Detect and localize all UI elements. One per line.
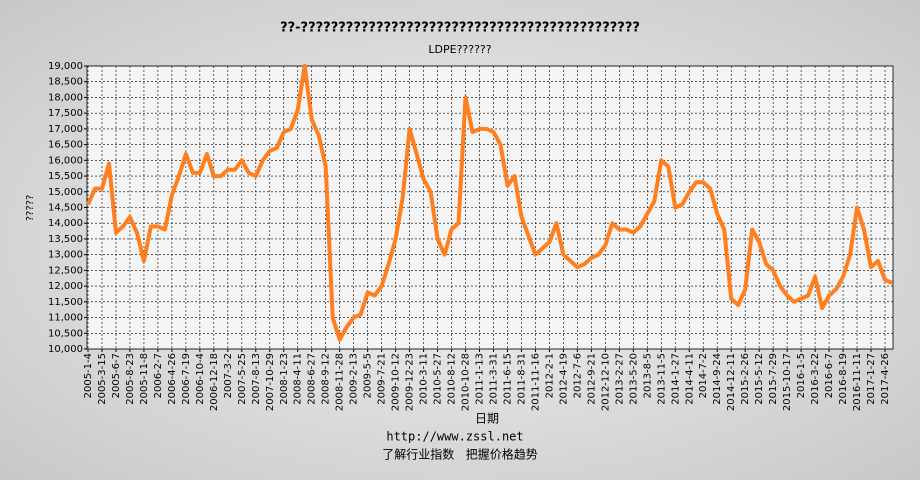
x-tick-label: 2016-1-5: [796, 353, 807, 398]
x-tick-label: 2017-1-27: [866, 353, 877, 405]
x-tick-label: 2011-1-13: [475, 353, 486, 405]
x-tick-label: 2014-1-27: [670, 353, 681, 405]
x-tick-label: 2013-2-27: [614, 353, 625, 405]
x-tick-label: 2016-11-11: [852, 353, 863, 411]
y-tick-label: 16,500: [48, 140, 83, 151]
x-tick-label: 2007-8-13: [251, 353, 262, 405]
x-tick-label: 2005-1-4: [83, 353, 94, 398]
x-tick-label: 2010-8-12: [447, 353, 458, 405]
x-tick-label: 2017-4-26: [880, 353, 891, 405]
x-tick-label: 2008-11-28: [335, 353, 346, 411]
x-tick-label: 2010-5-27: [433, 353, 444, 405]
x-tick-label: 2014-7-2: [698, 353, 709, 398]
x-tick-label: 2005-3-15: [97, 353, 108, 405]
y-tick-label: 18,000: [48, 92, 83, 103]
x-tick-label: 2007-5-25: [237, 353, 248, 405]
y-tick-label: 10,500: [48, 328, 83, 339]
y-tick-label: 14,000: [48, 218, 83, 229]
y-tick-label: 18,500: [48, 77, 83, 88]
chart-title: ??-?????????????????????????????????????…: [280, 21, 640, 36]
y-tick-label: 10,000: [48, 344, 83, 355]
x-tick-label: 2009-5-5: [363, 353, 374, 398]
y-tick-label: 15,000: [48, 187, 83, 198]
chart-subtitle: LDPE??????: [428, 43, 491, 56]
x-tick-label: 2007-3-2: [223, 353, 234, 398]
footer-url: http://www.zssl.net: [386, 430, 523, 444]
x-tick-label: 2007-10-29: [265, 353, 276, 411]
y-tick-label: 12,000: [48, 281, 83, 292]
x-tick-label: 2015-5-12: [754, 353, 765, 405]
x-tick-label: 2006-4-26: [167, 353, 178, 405]
y-tick-label: 17,000: [48, 124, 83, 135]
x-tick-label: 2010-3-11: [419, 353, 430, 405]
x-tick-label: 2011-3-31: [488, 353, 499, 405]
x-tick-label: 2008-4-11: [293, 353, 304, 405]
x-tick-label: 2012-7-6: [572, 353, 583, 398]
x-tick-label: 2006-10-4: [195, 353, 206, 405]
x-tick-label: 2009-2-13: [349, 353, 360, 405]
x-tick-label: 2015-10-17: [782, 353, 793, 411]
y-tick-label: 12,500: [48, 265, 83, 276]
x-tick-label: 2005-11-8: [139, 353, 150, 405]
x-tick-label: 2013-8-5: [642, 353, 653, 398]
x-tick-label: 2008-6-27: [307, 353, 318, 405]
x-tick-label: 2009-12-23: [405, 353, 416, 411]
y-tick-label: 11,500: [48, 297, 83, 308]
x-tick-label: 2012-4-19: [558, 353, 569, 405]
y-tick-label: 17,500: [48, 108, 83, 119]
x-tick-label: 2012-2-1: [544, 353, 555, 398]
x-axis-label: 日期: [475, 412, 499, 426]
x-tick-label: 2006-12-18: [209, 353, 220, 411]
x-tick-label: 2008-1-23: [279, 353, 290, 405]
x-tick-label: 2015-2-26: [740, 353, 751, 405]
y-tick-label: 19,000: [48, 61, 83, 72]
data-line: [86, 64, 893, 342]
x-tick-label: 2014-9-24: [712, 353, 723, 405]
x-tick-label: 2011-11-16: [530, 353, 541, 411]
x-tick-label: 2015-7-29: [768, 353, 779, 405]
x-tick-label: 2005-6-7: [111, 353, 122, 398]
plot-area: [86, 65, 894, 350]
x-tick-label: 2013-5-20: [628, 353, 639, 405]
x-tick-label: 2006-7-19: [181, 353, 192, 405]
x-tick-label: 2013-11-5: [656, 353, 667, 405]
x-tick-label: 2005-8-23: [125, 353, 136, 405]
x-tick-label: 2006-2-7: [153, 353, 164, 398]
x-tick-label: 2012-12-10: [600, 353, 611, 411]
x-tick-label: 2009-7-21: [377, 353, 388, 405]
x-tick-label: 2014-12-11: [726, 353, 737, 411]
x-tick-label: 2012-9-21: [586, 353, 597, 405]
x-tick-label: 2008-9-12: [321, 353, 332, 405]
y-tick-label: 14,500: [48, 203, 83, 214]
y-tick-label: 13,000: [48, 250, 83, 261]
y-tick-label: 13,500: [48, 234, 83, 245]
x-tick-label: 2011-6-15: [502, 353, 513, 405]
y-axis-label: ?????: [25, 195, 36, 222]
footer-slogan: 了解行业指数 把握价格趋势: [382, 447, 537, 462]
x-tick-label: 2016-8-19: [838, 353, 849, 405]
x-tick-label: 2016-6-7: [824, 353, 835, 398]
y-tick-label: 15,500: [48, 171, 83, 182]
x-tick-label: 2009-10-12: [391, 353, 402, 411]
x-tick-label: 2014-4-11: [684, 353, 695, 405]
y-tick-label: 11,000: [48, 313, 83, 324]
x-tick-label: 2016-3-22: [810, 353, 821, 405]
x-tick-label: 2011-8-31: [516, 353, 527, 405]
y-tick-label: 16,000: [48, 155, 83, 166]
x-tick-label: 2010-10-28: [461, 353, 472, 411]
